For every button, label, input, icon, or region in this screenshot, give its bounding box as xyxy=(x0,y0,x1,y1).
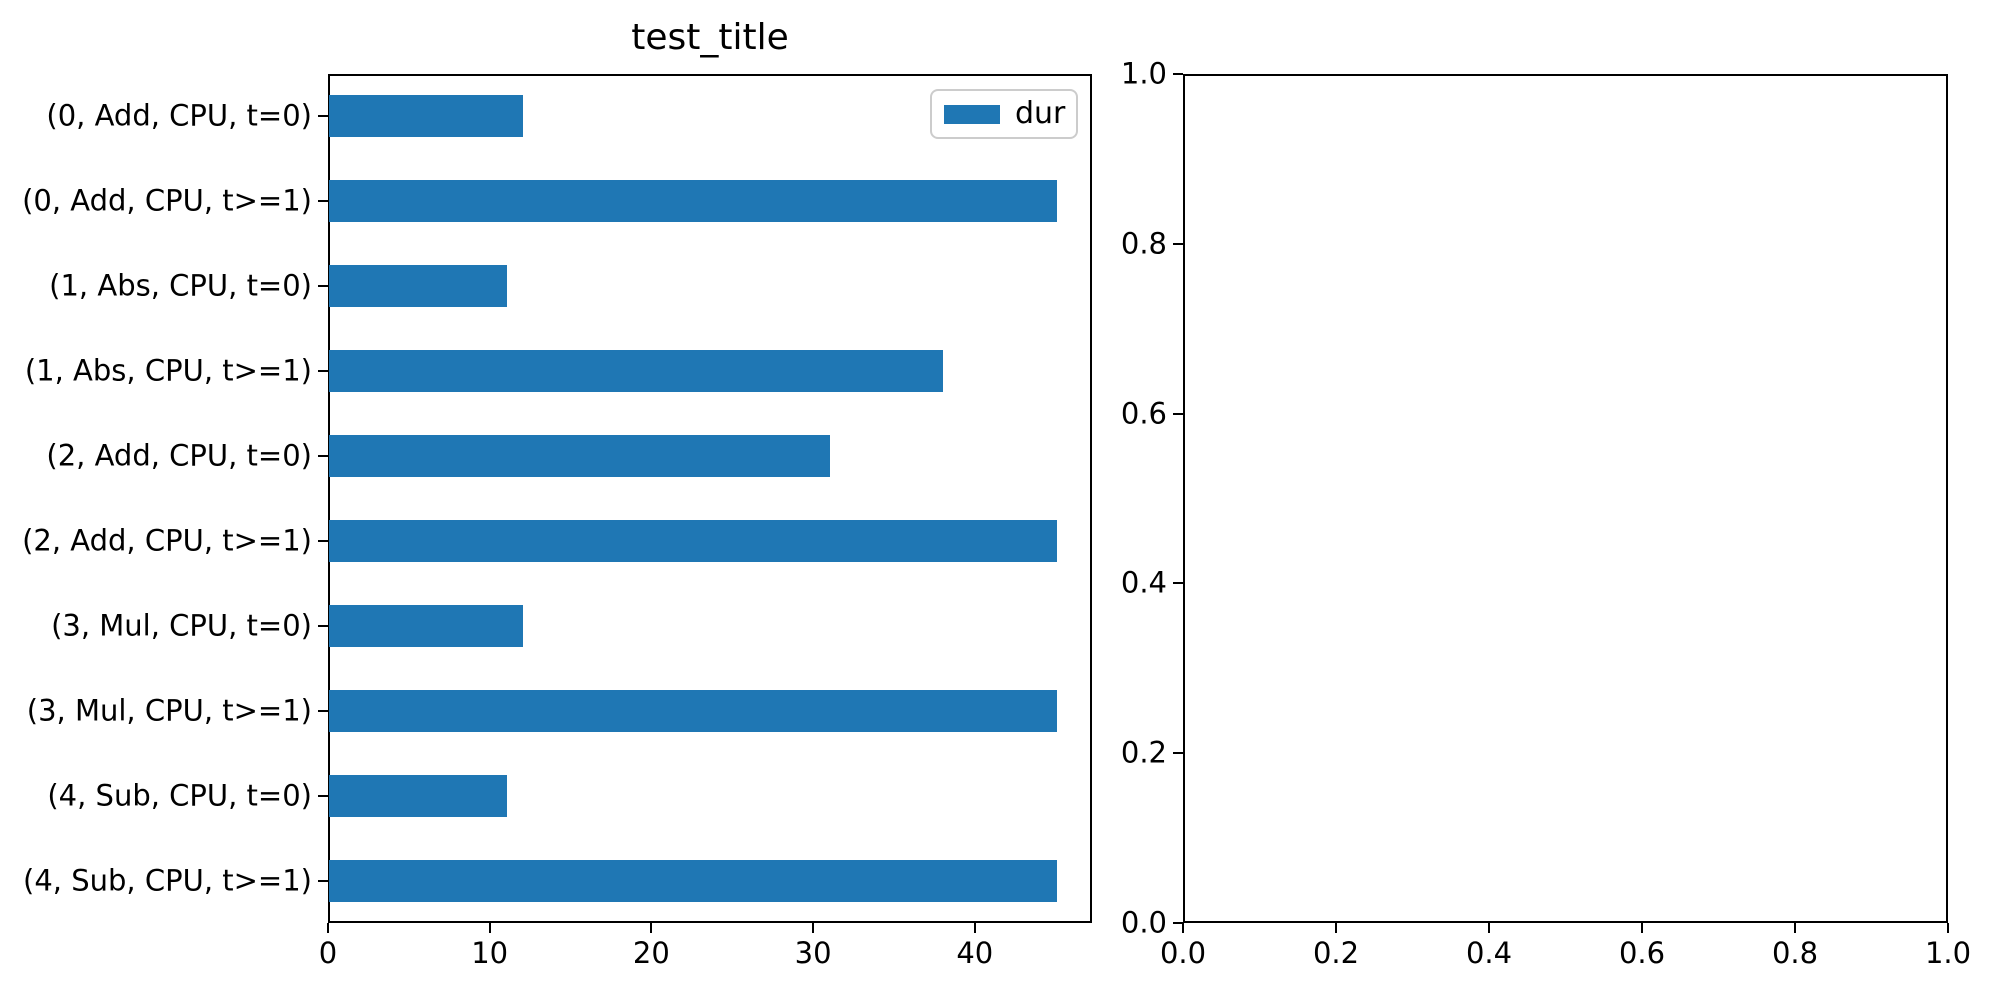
y-tick-mark xyxy=(318,794,328,797)
y-tick-label: (0, Add, CPU, t=0) xyxy=(46,98,312,133)
y-tick-label: 0.0 xyxy=(1120,905,1167,940)
x-tick-mark xyxy=(1947,923,1949,933)
bar xyxy=(329,95,523,138)
legend-label: dur xyxy=(1015,96,1066,131)
y-tick-label: 0.6 xyxy=(1120,396,1167,431)
x-tick-mark xyxy=(1794,923,1796,933)
left-plot-title: test_title xyxy=(631,17,789,58)
y-tick-mark xyxy=(318,200,328,203)
y-tick-label: (4, Sub, CPU, t>=1) xyxy=(23,863,312,898)
y-tick-label: (1, Abs, CPU, t=0) xyxy=(49,268,312,303)
y-tick-mark xyxy=(1173,752,1183,755)
x-tick-label: 0.6 xyxy=(1618,936,1666,970)
y-tick-mark xyxy=(1173,412,1183,415)
right-axes-empty-plot xyxy=(1183,74,1948,923)
y-tick-mark xyxy=(318,539,328,542)
y-tick-mark xyxy=(1173,73,1183,75)
y-tick-mark xyxy=(1173,922,1183,924)
x-tick-label: 0.8 xyxy=(1771,936,1819,970)
bar xyxy=(329,774,507,817)
y-tick-label: (3, Mul, CPU, t>=1) xyxy=(26,693,312,728)
y-tick-label: (1, Abs, CPU, t>=1) xyxy=(24,353,312,388)
x-tick-mark xyxy=(650,923,653,933)
bar xyxy=(329,180,1057,223)
y-tick-mark xyxy=(318,709,328,712)
x-tick-label: 0.2 xyxy=(1312,936,1360,970)
bar xyxy=(329,265,507,308)
x-tick-mark xyxy=(812,923,815,933)
x-tick-label: 0 xyxy=(318,936,338,970)
y-tick-mark xyxy=(318,624,328,627)
x-tick-mark xyxy=(973,923,976,933)
y-tick-label: (4, Sub, CPU, t=0) xyxy=(47,778,312,813)
y-tick-label: (3, Mul, CPU, t=0) xyxy=(51,608,312,643)
y-tick-mark xyxy=(318,879,328,882)
legend-box: dur xyxy=(930,89,1078,139)
y-tick-label: 1.0 xyxy=(1120,56,1167,91)
bar xyxy=(329,519,1057,562)
y-tick-label: 0.4 xyxy=(1120,565,1167,600)
y-tick-mark xyxy=(1173,242,1183,245)
y-tick-mark xyxy=(318,370,328,373)
x-tick-label: 20 xyxy=(632,936,670,970)
y-tick-label: 0.8 xyxy=(1120,226,1167,261)
legend-swatch-dur xyxy=(944,105,1000,124)
x-tick-mark xyxy=(1182,923,1184,933)
y-tick-label: (0, Add, CPU, t>=1) xyxy=(22,183,312,218)
y-tick-label: (2, Add, CPU, t=0) xyxy=(46,438,312,473)
x-tick-mark xyxy=(327,923,329,933)
bar xyxy=(329,350,943,393)
x-tick-label: 0.0 xyxy=(1159,936,1207,970)
x-tick-mark xyxy=(488,923,491,933)
y-tick-label: 0.2 xyxy=(1120,735,1167,770)
bar xyxy=(329,859,1057,902)
x-tick-label: 40 xyxy=(956,936,994,970)
x-tick-label: 30 xyxy=(794,936,832,970)
bar xyxy=(329,689,1057,732)
y-tick-mark xyxy=(318,285,328,288)
x-tick-label: 10 xyxy=(471,936,509,970)
x-tick-mark xyxy=(1488,923,1490,933)
y-tick-label: (2, Add, CPU, t>=1) xyxy=(22,523,312,558)
bar xyxy=(329,604,523,647)
x-tick-mark xyxy=(1641,923,1643,933)
y-tick-mark xyxy=(1173,582,1183,585)
x-tick-label: 1.0 xyxy=(1924,936,1972,970)
y-tick-mark xyxy=(318,115,328,118)
x-tick-mark xyxy=(1335,923,1337,933)
x-tick-label: 0.4 xyxy=(1465,936,1513,970)
y-tick-mark xyxy=(318,455,328,458)
bar xyxy=(329,435,830,478)
